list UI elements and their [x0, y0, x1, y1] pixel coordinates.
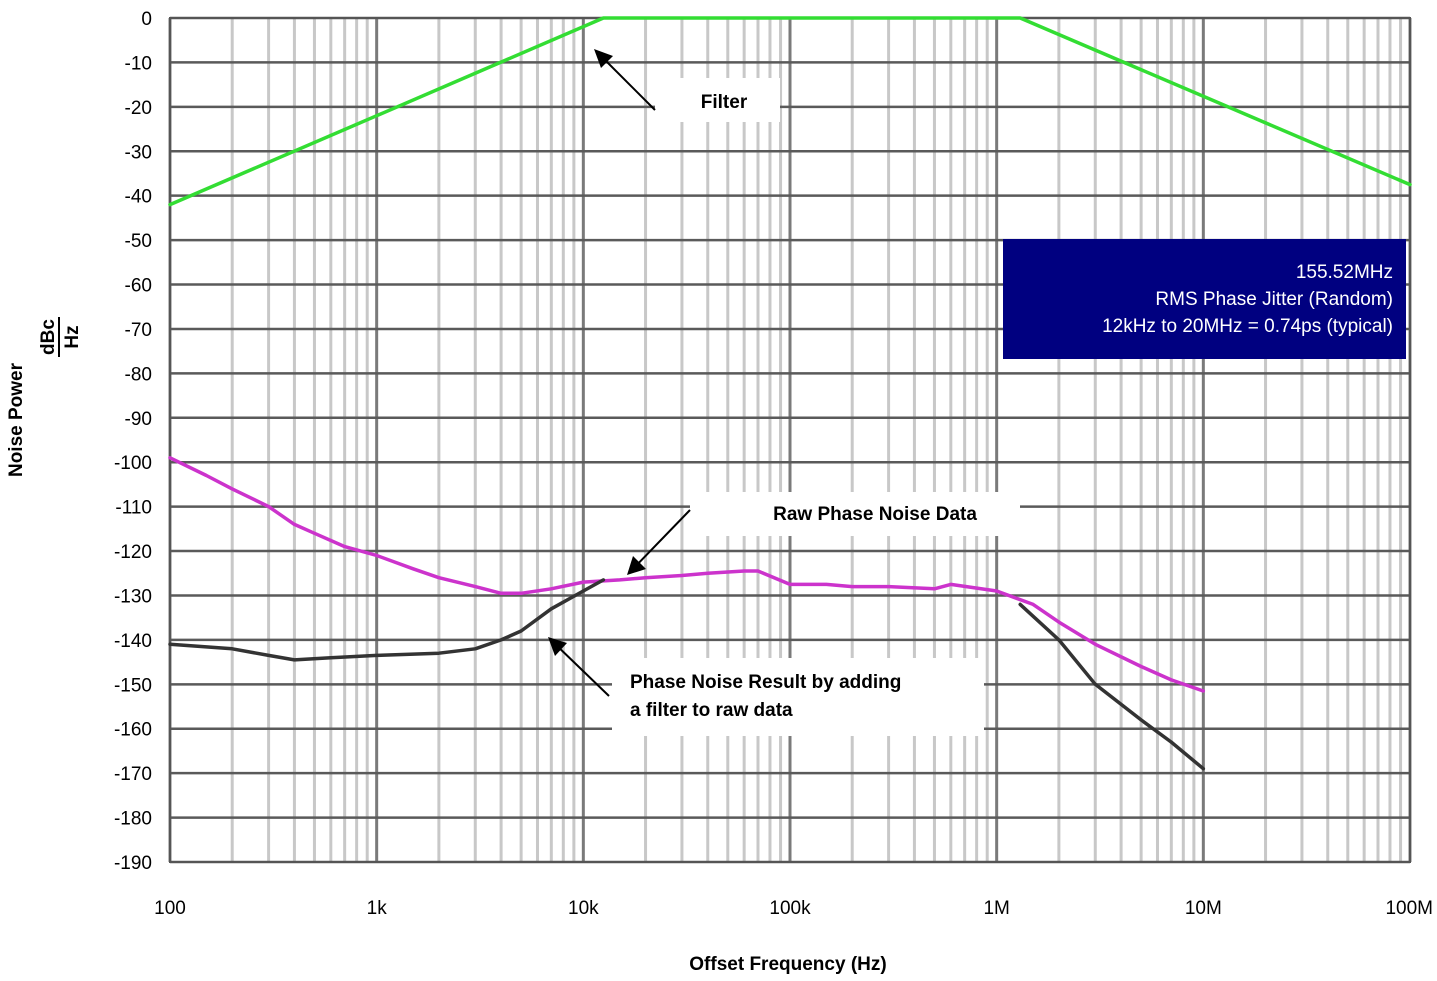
y-tick-label: -30	[125, 142, 152, 163]
y-tick-label: -90	[125, 409, 152, 430]
x-tick-label: 100M	[1385, 898, 1433, 919]
annotation-result: Phase Noise Result by adding a filter to…	[548, 637, 984, 736]
x-tick-label: 100	[154, 898, 186, 919]
x-tick-label: 10M	[1185, 898, 1222, 919]
y-tick-label: -100	[114, 453, 152, 474]
y-tick-label: -40	[125, 187, 152, 208]
y-tick-label: -130	[114, 586, 152, 607]
y-tick-label: -10	[125, 53, 152, 74]
series-line-3	[168, 578, 606, 662]
jitter-info-background	[1003, 239, 1406, 359]
filter-arrowhead	[594, 49, 613, 68]
x-tick-label: 10k	[568, 898, 599, 919]
y-axis-title: Noise Power	[6, 362, 27, 477]
jitter-info-value: 12kHz to 20MHz = 0.74ps (typical)	[1102, 316, 1393, 337]
y-tick-label: -190	[114, 853, 152, 874]
x-tick-label: 100k	[769, 898, 811, 919]
result-arrow	[551, 640, 610, 697]
x-tick-label: 1M	[983, 898, 1009, 919]
raw-data-label: Raw Phase Noise Data	[773, 504, 977, 525]
y-tick-label: -180	[114, 809, 152, 830]
y-tick-label: -80	[125, 364, 152, 385]
y-tick-label: -150	[114, 675, 152, 696]
y-tick-label: -50	[125, 231, 152, 252]
annotation-raw-data: Raw Phase Noise Data	[627, 492, 1020, 575]
y-tick-label: -110	[115, 498, 152, 519]
series-layer	[168, 16, 1412, 771]
y-tick-label: 0	[141, 9, 152, 30]
y-tick-label: -70	[125, 320, 152, 341]
y-tick-label: -160	[114, 720, 152, 741]
raw-data-arrow	[630, 509, 691, 572]
jitter-info-box: 155.52MHz RMS Phase Jitter (Random) 12kH…	[1003, 239, 1406, 359]
filter-label: Filter	[701, 92, 748, 113]
x-axis-ticks: 100 1k 10k 100k 1M 10M 100M	[154, 898, 1433, 919]
y-tick-label: -20	[125, 98, 152, 119]
jitter-info-frequency: 155.52MHz	[1296, 262, 1393, 283]
y-axis-unit-denominator: Hz	[62, 325, 83, 348]
y-tick-label: -140	[114, 631, 152, 652]
y-tick-label: -60	[125, 276, 152, 297]
result-label-line1: Phase Noise Result by adding	[630, 672, 901, 693]
series-line-1	[168, 16, 1412, 207]
jitter-info-title: RMS Phase Jitter (Random)	[1155, 289, 1393, 310]
series-line-4	[1018, 602, 1206, 771]
result-label-line2: a filter to raw data	[630, 700, 793, 721]
annotation-filter: Filter	[594, 49, 780, 122]
y-tick-label: -170	[114, 764, 152, 785]
y-tick-label: -120	[114, 542, 152, 563]
series-line-2	[168, 456, 1206, 693]
result-arrowhead	[548, 637, 567, 656]
y-axis-unit-numerator: dBc	[38, 319, 59, 355]
x-axis-title: Offset Frequency (Hz)	[689, 954, 886, 975]
x-tick-label: 1k	[367, 898, 388, 919]
raw-data-arrowhead	[627, 556, 646, 575]
y-axis-ticks: 0 -10 -20 -30 -40 -50 -60 -70 -80 -90 -100 -110 -120…	[114, 9, 152, 874]
